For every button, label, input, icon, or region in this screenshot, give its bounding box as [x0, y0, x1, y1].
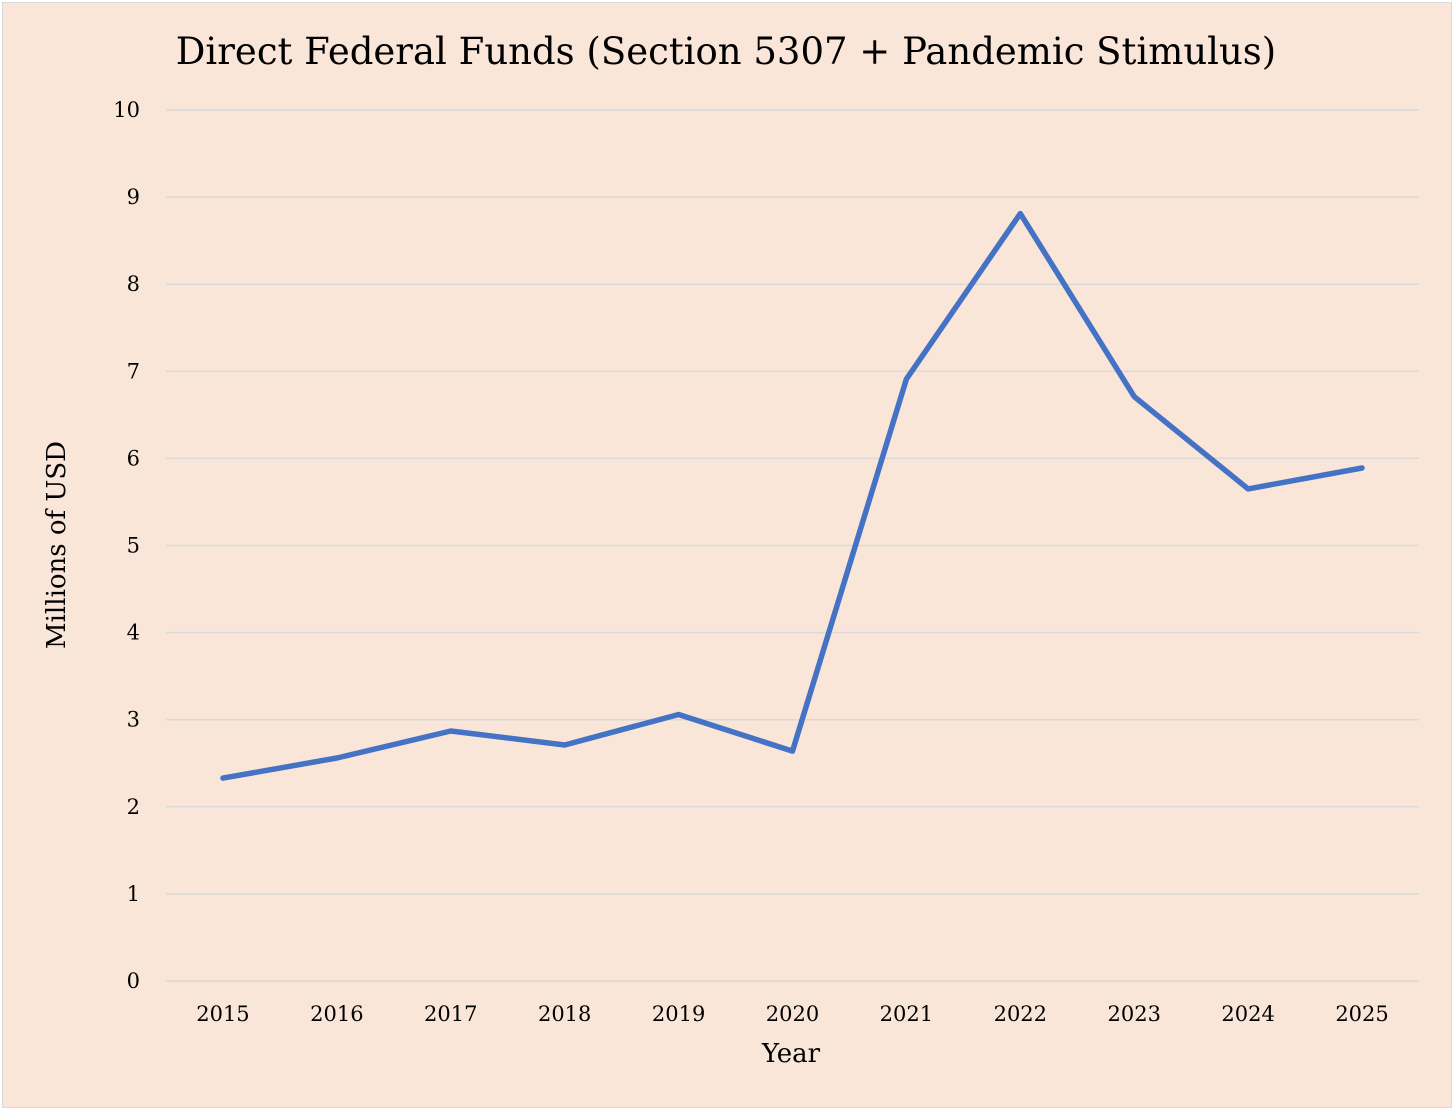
x-tick-label: 2024: [1221, 1002, 1274, 1026]
y-tick-label: 3: [127, 708, 140, 732]
data-point-2024: [1245, 486, 1251, 492]
y-tick-labels: 0 1 2 3 4 5 6 7 8 9 10: [113, 98, 140, 993]
x-tick-label: 2020: [766, 1002, 819, 1026]
gridlines: [166, 109, 1419, 982]
y-tick-label: 0: [127, 969, 140, 993]
y-tick-label: 9: [127, 185, 140, 209]
x-tick-label: 2025: [1335, 1002, 1388, 1026]
y-tick-label: 4: [127, 621, 140, 645]
x-tick-label: 2023: [1108, 1002, 1161, 1026]
x-tick-label: 2017: [424, 1002, 477, 1026]
x-tick-label: 2022: [994, 1002, 1047, 1026]
y-tick-label: 6: [127, 446, 140, 470]
data-point-2015: [220, 775, 226, 781]
data-point-2019: [676, 711, 682, 717]
y-tick-label: 2: [127, 795, 140, 819]
y-tick-label: 8: [127, 272, 140, 296]
chart-title: Direct Federal Funds (Section 5307 + Pan…: [176, 30, 1276, 73]
x-tick-label: 2015: [196, 1002, 249, 1026]
data-series: [220, 210, 1365, 781]
y-axis-title: Millions of USD: [42, 441, 72, 649]
y-tick-label: 5: [127, 534, 140, 558]
x-tick-label: 2021: [880, 1002, 933, 1026]
data-point-2018: [562, 742, 568, 748]
x-tick-label: 2016: [310, 1002, 363, 1026]
data-point-2017: [448, 728, 454, 734]
series-line: [220, 210, 1365, 781]
x-tick-labels: 2015 2016 2017 2018 2019 2020 2021 2022 2023 2024…: [196, 1002, 1389, 1026]
line-chart: Direct Federal Funds (Section 5307 + Pan…: [42, 30, 1419, 1069]
data-point-2025: [1359, 465, 1365, 471]
data-point-2023: [1131, 394, 1137, 400]
data-point-2022: [1017, 211, 1023, 217]
data-point-2020: [790, 748, 795, 754]
data-point-2021: [903, 376, 909, 382]
x-axis-title: Year: [761, 1039, 821, 1069]
x-tick-label: 2019: [652, 1002, 705, 1026]
y-tick-label: 7: [127, 359, 140, 383]
y-tick-label: 1: [127, 882, 140, 906]
data-point-2016: [334, 755, 340, 761]
y-tick-label: 10: [113, 98, 140, 122]
x-tick-label: 2018: [538, 1002, 591, 1026]
